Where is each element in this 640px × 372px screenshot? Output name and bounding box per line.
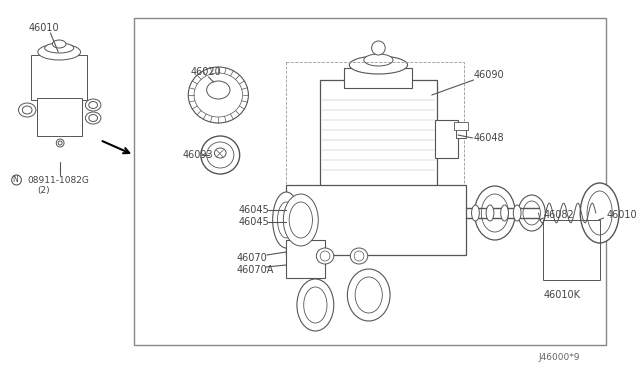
Bar [134,18,607,345]
Bar [456,126,466,138]
Text: 46093: 46093 [182,150,213,160]
Ellipse shape [89,102,97,109]
Text: 46070: 46070 [237,253,268,263]
Ellipse shape [12,175,21,185]
Ellipse shape [320,251,330,261]
Ellipse shape [52,40,66,48]
Bar [320,80,436,190]
Bar [286,240,325,278]
Ellipse shape [486,205,494,221]
Text: 46045: 46045 [239,217,269,227]
Text: 46010: 46010 [28,23,59,33]
Text: 46082: 46082 [543,210,574,220]
Ellipse shape [580,183,619,243]
Text: 46010K: 46010K [543,290,580,300]
Ellipse shape [481,194,508,232]
Text: (2): (2) [37,186,49,195]
Bar [344,68,412,88]
Ellipse shape [500,205,508,221]
Text: N: N [13,174,19,183]
Ellipse shape [22,106,32,114]
Ellipse shape [523,201,540,225]
Ellipse shape [56,139,64,147]
Text: 46020: 46020 [190,67,221,77]
Ellipse shape [194,73,243,117]
Text: 08911-1082G: 08911-1082G [27,176,89,185]
Text: 46090: 46090 [474,70,504,80]
Ellipse shape [372,41,385,55]
Ellipse shape [214,148,226,158]
Text: 46070A: 46070A [237,265,274,275]
Text: 46045: 46045 [239,205,269,215]
Ellipse shape [364,54,393,66]
Text: J46000*9: J46000*9 [539,353,580,362]
Ellipse shape [284,194,318,246]
Ellipse shape [188,67,248,123]
Ellipse shape [207,81,230,99]
Ellipse shape [474,186,515,240]
Ellipse shape [85,112,101,124]
Bar [286,185,466,255]
Ellipse shape [273,192,300,248]
Ellipse shape [19,103,36,117]
Ellipse shape [349,56,408,74]
Ellipse shape [518,195,545,231]
Ellipse shape [201,136,239,174]
Bar [286,62,464,232]
Ellipse shape [350,248,368,264]
Text: 46010: 46010 [607,210,637,220]
Ellipse shape [355,277,382,313]
Ellipse shape [348,269,390,321]
Bar [543,220,600,280]
Ellipse shape [587,191,612,235]
Ellipse shape [354,251,364,261]
Ellipse shape [207,142,234,168]
Bar [31,55,87,100]
Text: 46048: 46048 [474,133,504,143]
Bar [454,122,468,130]
Ellipse shape [58,141,62,145]
Ellipse shape [289,202,312,238]
Ellipse shape [278,202,295,238]
Ellipse shape [513,205,521,221]
Ellipse shape [316,248,334,264]
Ellipse shape [472,205,479,221]
Ellipse shape [85,99,101,111]
Ellipse shape [297,279,334,331]
Bar [435,120,458,158]
Ellipse shape [89,115,97,122]
Ellipse shape [38,44,81,60]
Ellipse shape [45,43,74,53]
Ellipse shape [304,287,327,323]
Bar [37,98,81,136]
